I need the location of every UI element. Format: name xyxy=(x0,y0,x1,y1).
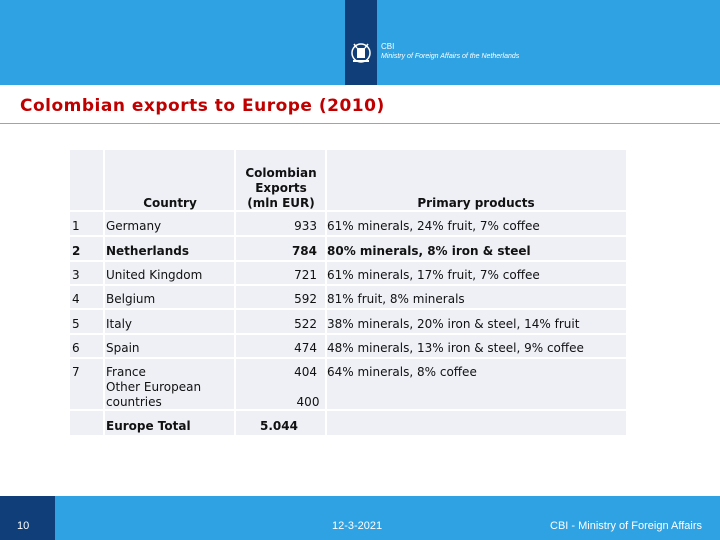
row-divider xyxy=(70,235,626,237)
table-row-products: 81% fruit, 8% minerals xyxy=(327,292,465,306)
footer-page-block xyxy=(0,496,55,540)
row-divider xyxy=(70,284,626,286)
footer-credit: CBI - Ministry of Foreign Affairs xyxy=(550,520,703,532)
table-row-rank: 7 xyxy=(72,365,80,379)
row-divider xyxy=(70,333,626,335)
column-header-exports: Colombian Exports (mln EUR) xyxy=(245,166,317,210)
table-row-products: 80% minerals, 8% iron & steel xyxy=(327,244,531,258)
row-divider xyxy=(70,409,626,411)
row-divider xyxy=(70,260,626,262)
table-row-rank: 5 xyxy=(72,317,80,331)
table-row-country: Belgium xyxy=(106,292,156,306)
table-row-value: 784 xyxy=(291,244,317,258)
table-row-country: Germany xyxy=(106,219,162,233)
table-row-value: 474 xyxy=(294,341,317,355)
column-divider xyxy=(325,150,327,435)
table-row-country: United Kingdom xyxy=(106,268,203,282)
table-row-products: 64% minerals, 8% coffee xyxy=(327,365,477,379)
footer-band xyxy=(0,496,720,540)
column-divider xyxy=(103,150,105,435)
row-divider xyxy=(70,308,626,310)
other-european-value: 400 xyxy=(296,395,320,409)
table-row-value: 404 xyxy=(294,365,317,379)
page-number: 10 xyxy=(17,520,30,532)
logo-text: CBI Ministry of Foreign Affairs of the N… xyxy=(381,42,519,62)
table-row-rank: 1 xyxy=(72,219,80,233)
footer-date: 12-3-2021 xyxy=(332,520,383,532)
title-divider xyxy=(0,123,720,124)
total-label: Europe Total xyxy=(106,419,191,433)
ministry-name: Ministry of Foreign Affairs of the Nethe… xyxy=(381,53,520,60)
table-row-value: 592 xyxy=(294,292,317,306)
table-row-products: 61% minerals, 17% fruit, 7% coffee xyxy=(327,268,540,282)
table-row-country: France xyxy=(106,365,146,379)
table-row-products: 38% minerals, 20% iron & steel, 14% frui… xyxy=(327,317,580,331)
column-divider xyxy=(234,150,236,435)
slide-title: Colombian exports to Europe (2010) xyxy=(20,96,385,116)
other-european-label: Other European xyxy=(106,380,202,394)
row-divider xyxy=(70,357,626,359)
column-header-country: Country xyxy=(143,196,197,210)
column-header-products: Primary products xyxy=(417,196,535,210)
org-name: CBI xyxy=(381,42,395,51)
data-table xyxy=(70,150,626,435)
table-row-rank: 3 xyxy=(72,268,80,282)
table-row-rank: 6 xyxy=(72,341,80,355)
row-divider xyxy=(70,210,626,212)
table-row-value: 933 xyxy=(294,219,317,233)
table-row-country: Netherlands xyxy=(106,244,190,258)
total-value: 5.044 xyxy=(260,419,298,433)
table-row-rank: 2 xyxy=(72,244,81,258)
coat-of-arms-icon xyxy=(351,43,371,63)
table-row-value: 522 xyxy=(294,317,317,331)
table-row-products: 48% minerals, 13% iron & steel, 9% coffe… xyxy=(327,341,584,355)
table-row-value: 721 xyxy=(294,268,317,282)
other-european-label-2: countries xyxy=(106,395,162,409)
table-row-rank: 4 xyxy=(72,292,80,306)
table-row-country: Italy xyxy=(106,317,133,331)
logo-bar xyxy=(345,0,377,85)
table-row-products: 61% minerals, 24% fruit, 7% coffee xyxy=(327,219,540,233)
table-row-country: Spain xyxy=(106,341,140,355)
